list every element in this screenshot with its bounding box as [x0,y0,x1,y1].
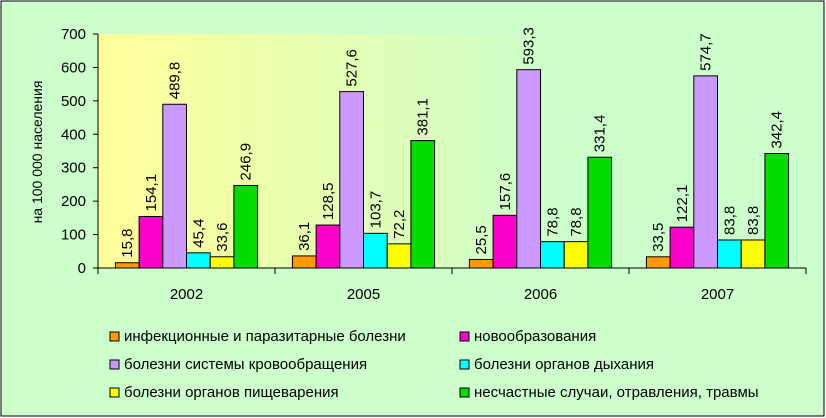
bar-value-label: 381,1 [415,98,432,136]
legend-label: несчастные случаи, отравления, травмы [474,384,759,401]
bar [162,103,188,269]
bar-value-label: 25,5 [473,225,490,254]
bar-value-label: 593,3 [521,27,538,65]
bar [693,75,718,269]
legend: инфекционные и паразитарные болезни новоо… [98,320,806,410]
legend-swatch [459,359,470,370]
legend-label: болезни органов пищеварения [124,384,339,401]
y-axis: 0 100 200 300 400 500 600 700 [61,26,99,277]
bar [386,243,412,269]
legend-label: новообразования [474,328,596,345]
bar [186,252,211,269]
y-tick-label: 500 [61,93,86,110]
bar [339,91,364,269]
bar-value-label: 78,8 [544,207,561,236]
bar [540,241,565,269]
legend-swatch [109,387,120,398]
bar [587,156,613,269]
y-axis-label: на 100 000 населения [29,81,45,224]
legend-label: инфекционные и паразитарные болезни [124,328,406,345]
legend-swatch [109,331,120,342]
bar-value-label: 342,4 [769,111,786,149]
y-tick-label: 600 [61,59,86,76]
legend-label: болезни органов дыхания [474,356,654,373]
legend-label: болезни системы кровообращения [124,356,367,373]
x-tick-label: 2006 [524,286,557,303]
x-axis: 2002 2005 2006 2007 [97,267,807,303]
bar [363,232,388,269]
bar-value-label: 527,6 [344,49,361,87]
bar-value-label: 246,9 [238,143,255,181]
bar-value-label: 128,5 [320,182,337,220]
legend-box [98,320,806,410]
bar-value-label: 83,8 [721,206,738,235]
y-tick-label: 700 [61,26,86,43]
bar [764,153,790,269]
legend-swatch [459,387,470,398]
y-tick-label: 400 [61,126,86,143]
y-tick-label: 200 [61,193,86,210]
bar-value-label: 489,8 [167,62,184,100]
bar-value-label: 122,1 [674,185,691,223]
bar-value-label: 36,1 [296,222,313,251]
bar-value-label: 83,8 [745,206,762,235]
bar-value-label: 15,8 [119,229,136,258]
bar-value-label: 574,7 [698,33,715,71]
bar [563,241,589,269]
bar-value-label: 331,4 [592,115,609,153]
bar [410,140,436,269]
bar [492,214,518,269]
bar [669,226,695,269]
bar [516,69,541,269]
y-tick-label: 100 [61,227,86,244]
bar-value-label: 45,4 [190,219,207,248]
x-tick-label: 2007 [701,286,734,303]
bar [209,256,235,269]
bar [138,215,164,269]
bar [114,262,140,269]
x-tick-label: 2005 [347,286,380,303]
bar-value-label: 33,5 [650,223,667,252]
bar-value-label: 154,1 [143,174,160,212]
bar-value-label: 103,7 [367,191,384,229]
x-tick-label: 2002 [170,286,203,303]
legend-swatch [459,331,470,342]
bar [740,239,766,269]
bar [645,256,671,269]
bar [233,184,259,269]
bar [315,224,341,269]
y-tick-label: 0 [78,260,86,277]
y-tick-label: 300 [61,160,86,177]
bar-value-label: 157,6 [497,173,514,211]
legend-swatch [109,359,120,370]
bar [291,255,317,269]
bar-value-label: 72,2 [391,210,408,239]
bar [717,239,742,269]
bar [468,258,494,269]
bar-value-label: 33,6 [214,223,231,252]
bar-value-label: 78,8 [568,207,585,236]
